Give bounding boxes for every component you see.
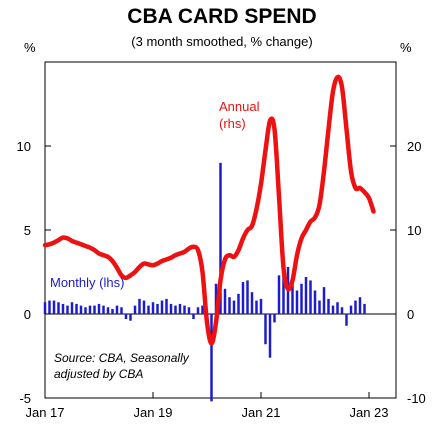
monthly-bar <box>75 303 78 314</box>
monthly-bar <box>106 307 110 314</box>
monthly-bar <box>52 300 56 314</box>
monthly-bar <box>84 307 87 314</box>
left-tick-label: -5 <box>19 391 31 406</box>
monthly-bar <box>160 300 164 314</box>
monthly-bar <box>232 300 236 314</box>
monthly-bar <box>70 302 74 314</box>
monthly-bar <box>133 305 137 314</box>
left-tick-label: 10 <box>17 139 31 154</box>
source-note-line-2: adjusted by CBA <box>54 367 143 381</box>
annual-annotation-line-2: (rhs) <box>219 116 246 131</box>
monthly-bar <box>331 305 335 314</box>
monthly-bar <box>363 303 366 314</box>
right-tick-label: 0 <box>407 307 414 322</box>
monthly-bar <box>282 263 285 314</box>
monthly-bar <box>210 314 213 402</box>
chart-subtitle: (3 month smoothed, % change) <box>131 34 313 49</box>
monthly-bar <box>246 280 249 314</box>
monthly-bar <box>147 305 150 314</box>
right-tick-label: 20 <box>407 139 421 154</box>
monthly-bar <box>250 292 254 314</box>
monthly-bar <box>354 300 357 314</box>
monthly-bar <box>336 302 339 314</box>
monthly-bar <box>115 305 119 314</box>
monthly-bar <box>313 290 317 314</box>
monthly-bar <box>268 314 272 358</box>
monthly-bar <box>142 300 146 314</box>
monthly-bar <box>223 288 227 314</box>
monthly-bar <box>300 283 303 314</box>
monthly-bar <box>120 307 123 314</box>
monthly-bar <box>102 305 105 314</box>
monthly-bar <box>241 282 245 314</box>
annual-line <box>42 74 376 346</box>
left-axis: -5 0 5 10 <box>17 139 51 406</box>
monthly-bar <box>358 297 362 314</box>
monthly-bar <box>318 300 321 314</box>
left-tick-label: 5 <box>24 223 31 238</box>
monthly-bar <box>237 293 240 314</box>
monthly-bar <box>66 305 69 314</box>
x-tick-label: Jan 19 <box>133 405 172 420</box>
left-axis-unit: % <box>24 40 36 55</box>
x-tick-label: Jan 17 <box>25 405 64 420</box>
monthly-bar <box>219 162 222 314</box>
monthly-bar <box>169 303 173 314</box>
monthly-bar <box>322 287 326 314</box>
monthly-bar <box>187 307 191 314</box>
chart-title: CBA CARD SPEND <box>127 5 317 28</box>
monthly-bar <box>309 280 312 314</box>
monthly-bar <box>124 314 128 320</box>
right-axis-unit: % <box>400 40 412 55</box>
monthly-bar <box>340 307 344 314</box>
right-tick-label: -10 <box>407 391 426 406</box>
monthly-bar <box>174 305 177 314</box>
monthly-bar <box>349 305 353 314</box>
monthly-bar <box>43 302 47 314</box>
monthly-bar <box>151 302 155 314</box>
monthly-bar <box>88 305 92 314</box>
monthly-bar <box>111 308 114 314</box>
source-note-line-1: Source: CBA, Seasonally <box>54 351 190 365</box>
monthly-bar <box>277 275 281 314</box>
monthly-bar <box>178 303 182 314</box>
x-tick-label: Jan 23 <box>349 405 388 420</box>
monthly-bar <box>165 298 168 314</box>
monthly-bar <box>304 277 308 314</box>
monthly-bar <box>57 302 60 314</box>
monthly-bar <box>93 305 96 314</box>
x-tick-label: Jan 21 <box>241 405 280 420</box>
x-axis: Jan 17 Jan 19 Jan 21 Jan 23 <box>25 392 389 420</box>
monthly-bar <box>201 305 204 314</box>
monthly-bars <box>43 162 366 402</box>
monthly-bar <box>214 283 218 314</box>
monthly-bar <box>196 307 200 314</box>
monthly-bar <box>129 314 132 321</box>
right-axis: -10 0 10 20 <box>390 139 426 406</box>
monthly-bar <box>259 298 263 314</box>
monthly-bar <box>255 300 258 314</box>
left-tick-label: 0 <box>24 307 31 322</box>
monthly-bar <box>138 298 141 314</box>
monthly-bar <box>228 297 231 314</box>
monthly-bar <box>156 303 159 314</box>
monthly-bar <box>345 314 348 326</box>
monthly-bar <box>79 305 83 314</box>
monthly-annotation: Monthly (lhs) <box>50 275 124 290</box>
right-tick-label: 10 <box>407 223 421 238</box>
monthly-bar <box>183 305 186 314</box>
annual-annotation-line-1: Annual <box>219 99 260 114</box>
monthly-bar <box>291 283 294 314</box>
monthly-bar <box>48 300 51 314</box>
monthly-bar <box>192 314 195 320</box>
monthly-bar <box>97 303 101 314</box>
monthly-bar <box>327 298 330 314</box>
monthly-bar <box>264 314 267 345</box>
monthly-bar <box>273 314 276 323</box>
monthly-bar <box>295 290 299 314</box>
monthly-bar <box>61 303 65 314</box>
